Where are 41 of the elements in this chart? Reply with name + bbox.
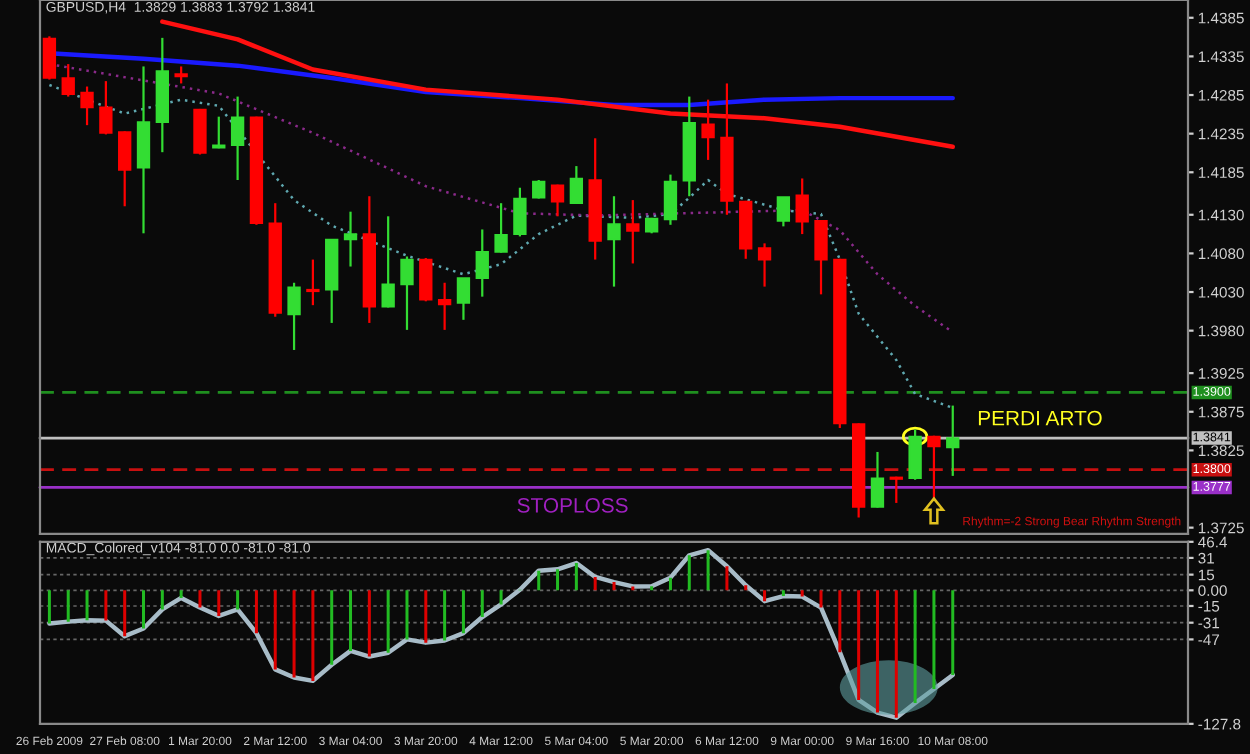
candlestick <box>757 242 772 288</box>
candlestick <box>118 130 132 208</box>
candlestick <box>193 107 207 156</box>
candlestick <box>400 255 414 331</box>
candlestick <box>80 85 94 127</box>
candlestick <box>663 173 678 226</box>
candlestick <box>494 202 508 254</box>
candlestick <box>42 35 57 81</box>
candlestick <box>776 195 791 228</box>
candlestick <box>739 199 753 260</box>
line-series <box>160 19 955 149</box>
candlestick <box>889 475 903 505</box>
candlestick <box>569 164 584 206</box>
candlestick <box>343 210 358 268</box>
candlestick <box>814 219 828 296</box>
candlestick <box>795 177 809 236</box>
candlestick <box>550 183 565 218</box>
candlestick <box>212 115 226 150</box>
candlestick <box>419 256 433 303</box>
candlestick <box>456 277 471 321</box>
annotation: STOPLOSS <box>517 497 628 513</box>
candlestick <box>287 281 301 352</box>
candlestick <box>99 80 113 136</box>
candlestick <box>626 198 640 265</box>
candlestick <box>870 450 885 509</box>
candlestick <box>475 228 489 298</box>
candlestick <box>701 98 715 162</box>
candlestick <box>607 195 621 288</box>
candlestick <box>513 186 527 238</box>
candlestick <box>946 404 960 477</box>
candlestick <box>927 434 941 500</box>
line-series <box>48 83 954 410</box>
candlestick <box>136 65 151 235</box>
candlestick <box>908 428 922 481</box>
candlestick <box>437 281 452 331</box>
annotation: PERDI ARTO <box>978 410 1102 426</box>
candlestick <box>306 258 320 307</box>
candlestick <box>61 63 75 98</box>
candlestick <box>381 215 395 309</box>
candlestick <box>230 95 245 182</box>
candlestick <box>532 178 546 200</box>
